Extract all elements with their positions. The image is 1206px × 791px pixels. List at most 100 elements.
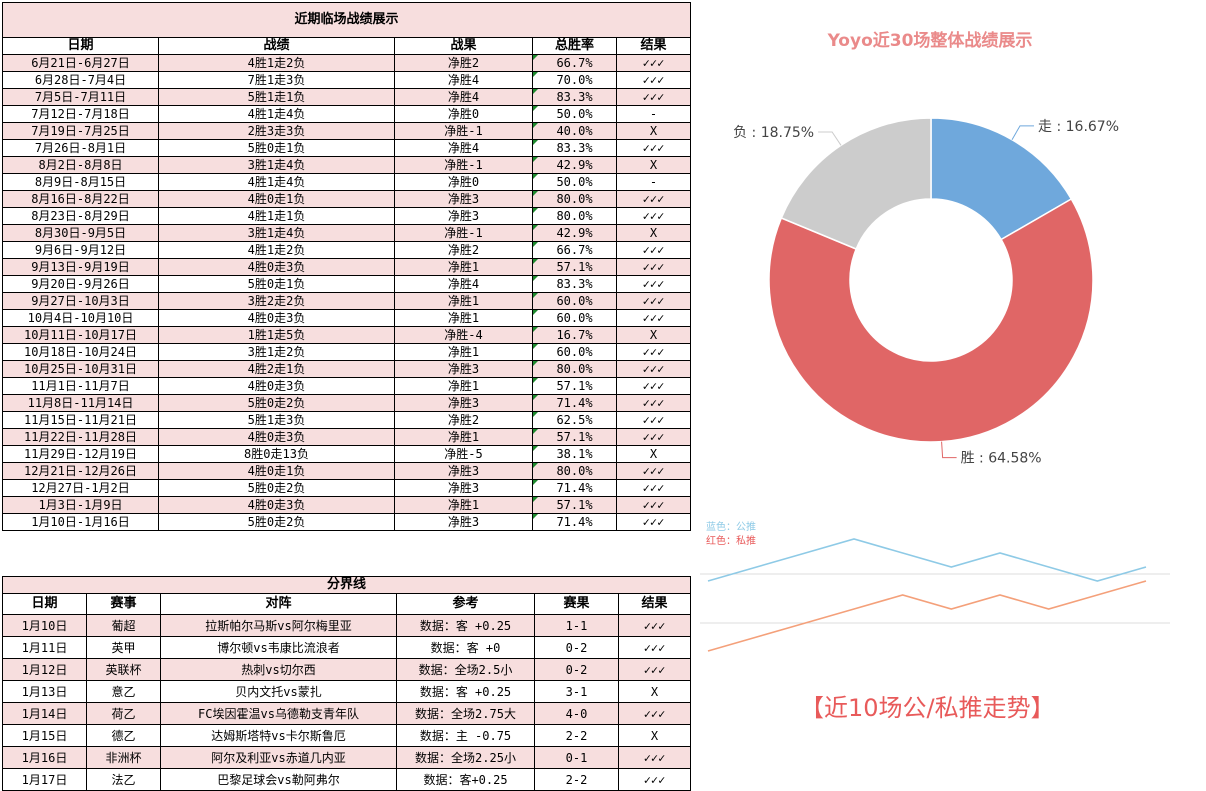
result-cell: X [615, 224, 692, 242]
result-cell: ✓✓✓ [615, 496, 692, 514]
record-cell: 4胜1走4负 [158, 105, 395, 123]
record-cell: 4胜0走3负 [158, 377, 395, 395]
pie-slice-2 [780, 117, 932, 250]
table-row: 1月12日 英联杯 热刺vs切尔西 数据：全场2.5小 0-2 ✓✓✓ [2, 658, 692, 681]
date-range-cell: 6月28日-7月4日 [2, 71, 159, 89]
record-cell: 2胜3走3负 [158, 122, 395, 140]
net-win-cell: 净胜4 [394, 88, 533, 106]
record-cell: 4胜0走3负 [158, 428, 395, 446]
record-cell: 5胜0走2负 [158, 513, 395, 531]
win-rate-cell: 71.4% [532, 479, 617, 497]
pie-label: 胜 : 64.58% [961, 451, 1042, 467]
date-range-cell: 7月5日-7月11日 [2, 88, 159, 106]
record-cell: 4胜1走4负 [158, 173, 395, 191]
net-win-cell: 净胜3 [394, 207, 533, 225]
win-rate-cell: 80.0% [532, 462, 617, 480]
date-range-cell: 9月6日-9月12日 [2, 241, 159, 259]
table-row: 1月15日 德乙 达姆斯塔特vs卡尔斯鲁厄 数据：主 -0.75 2-2 X [2, 724, 692, 747]
result-cell: ✓✓✓ [615, 71, 692, 89]
record-cell: 4胜0走3负 [158, 309, 395, 327]
matchup-cell: 博尔顿vs韦康比流浪者 [160, 636, 397, 659]
record-cell: 4胜0走1负 [158, 190, 395, 208]
net-win-cell: 净胜4 [394, 275, 533, 293]
league-cell: 德乙 [86, 724, 161, 747]
net-win-cell: 净胜1 [394, 258, 533, 276]
win-rate-cell: 40.0% [532, 122, 617, 140]
record-cell: 4胜1走2负 [158, 241, 395, 259]
pie-leader-line [941, 441, 957, 459]
result-cell: ✓✓✓ [617, 658, 692, 681]
record-cell: 5胜0走2负 [158, 479, 395, 497]
reference-cell: 数据：全场2.5小 [396, 658, 535, 681]
reference-cell: 数据：客 +0.25 [396, 680, 535, 703]
table-row: 11月15日-11月21日 5胜1走3负 净胜2 62.5% ✓✓✓ [2, 411, 692, 429]
pie-leader-line [1011, 125, 1035, 140]
date-range-cell: 11月22日-11月28日 [2, 428, 159, 446]
matchup-cell: 贝内文托vs蒙扎 [160, 680, 397, 703]
matchup-cell: 阿尔及利亚vs赤道几内亚 [160, 746, 397, 769]
table-title: 近期临场战绩展示 [1, 2, 692, 38]
table-row: 8月23日-8月29日 4胜1走1负 净胜3 80.0% ✓✓✓ [2, 207, 692, 225]
column-header: 日期 [2, 593, 87, 615]
result-cell: ✓✓✓ [617, 746, 692, 769]
matchup-cell: 巴黎足球会vs勒阿弗尔 [160, 768, 397, 791]
win-rate-cell: 83.3% [532, 88, 617, 106]
result-cell: ✓✓✓ [617, 702, 692, 725]
league-cell: 非洲杯 [86, 746, 161, 769]
pie-label: 走 : 16.67% [1038, 119, 1119, 135]
result-cell: ✓✓✓ [617, 614, 692, 637]
result-cell: X [617, 680, 692, 703]
date-range-cell: 6月21日-6月27日 [2, 54, 159, 72]
result-cell: ✓✓✓ [615, 479, 692, 497]
win-rate-cell: 66.7% [532, 54, 617, 72]
record-cell: 5胜1走3负 [158, 411, 395, 429]
series-line-1 [707, 580, 1147, 652]
date-range-cell: 8月2日-8月8日 [2, 156, 159, 174]
date-range-cell: 12月21日-12月26日 [2, 462, 159, 480]
win-rate-cell: 62.5% [532, 411, 617, 429]
net-win-cell: 净胜3 [394, 479, 533, 497]
record-cell: 3胜2走2负 [158, 292, 395, 310]
result-cell: ✓✓✓ [615, 360, 692, 378]
result-cell: ✓✓✓ [615, 394, 692, 412]
table-row: 7月26日-8月1日 5胜0走1负 净胜4 83.3% ✓✓✓ [2, 139, 692, 157]
table-row: 1月11日 英甲 博尔顿vs韦康比流浪者 数据：客 +0 0-2 ✓✓✓ [2, 636, 692, 659]
result-cell: ✓✓✓ [615, 275, 692, 293]
date-range-cell: 8月9日-8月15日 [2, 173, 159, 191]
result-cell: X [615, 445, 692, 463]
matchup-cell: 达姆斯塔特vs卡尔斯鲁厄 [160, 724, 397, 747]
column-header: 结果 [617, 593, 692, 615]
record-cell: 5胜0走1负 [158, 139, 395, 157]
win-rate-cell: 71.4% [532, 513, 617, 531]
date-cell: 1月13日 [2, 680, 87, 703]
win-rate-cell: 80.0% [532, 190, 617, 208]
pie-leader-line [818, 131, 842, 146]
net-win-cell: 净胜1 [394, 428, 533, 446]
net-win-cell: 净胜3 [394, 462, 533, 480]
net-win-cell: 净胜0 [394, 105, 533, 123]
reference-cell: 数据：客 +0.25 [396, 614, 535, 637]
result-cell: ✓✓✓ [615, 513, 692, 531]
win-rate-cell: 57.1% [532, 377, 617, 395]
table-row: 11月22日-11月28日 4胜0走3负 净胜1 57.1% ✓✓✓ [2, 428, 692, 446]
record-cell: 5胜0走2负 [158, 394, 395, 412]
table-row: 11月1日-11月7日 4胜0走3负 净胜1 57.1% ✓✓✓ [2, 377, 692, 395]
reference-cell: 数据：主 -0.75 [396, 724, 535, 747]
date-cell: 1月14日 [2, 702, 87, 725]
win-rate-cell: 80.0% [532, 207, 617, 225]
result-cell: ✓✓✓ [615, 88, 692, 106]
win-rate-cell: 83.3% [532, 275, 617, 293]
net-win-cell: 净胜3 [394, 394, 533, 412]
table-row: 7月12日-7月18日 4胜1走4负 净胜0 50.0% - [2, 105, 692, 123]
table-row: 9月6日-9月12日 4胜1走2负 净胜2 66.7% ✓✓✓ [2, 241, 692, 259]
win-rate-cell: 42.9% [532, 156, 617, 174]
date-cell: 1月12日 [2, 658, 87, 681]
column-header: 结果 [615, 37, 692, 55]
net-win-cell: 净胜2 [394, 411, 533, 429]
result-cell: ✓✓✓ [615, 258, 692, 276]
date-range-cell: 8月16日-8月22日 [2, 190, 159, 208]
table-row: 1月10日 葡超 拉斯帕尔马斯vs阿尔梅里亚 数据：客 +0.25 1-1 ✓✓✓ [2, 614, 692, 637]
date-cell: 1月11日 [2, 636, 87, 659]
win-rate-cell: 42.9% [532, 224, 617, 242]
win-rate-cell: 60.0% [532, 343, 617, 361]
